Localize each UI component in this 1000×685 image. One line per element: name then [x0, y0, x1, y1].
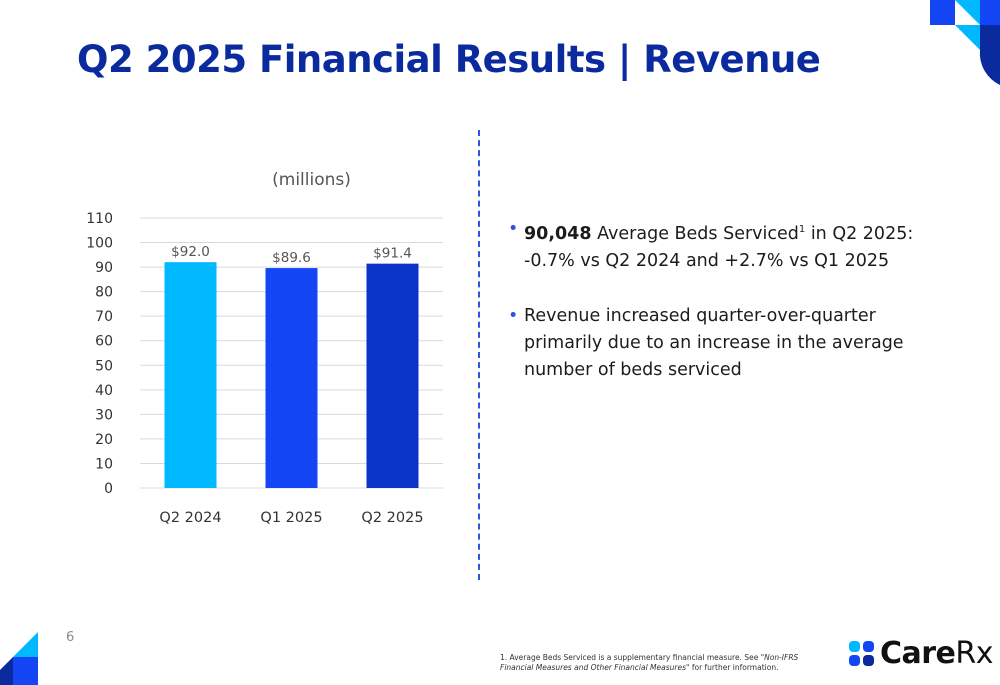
footnote-italic: "Non-IFRS Financial Measures and Other F… [500, 653, 799, 672]
bar-q2-2024 [164, 262, 217, 488]
key-points-list: • 90,048 Average Beds Serviced1 in Q2 20… [508, 216, 948, 412]
y-tick-label: 10 [95, 456, 113, 472]
bullet-revenue-increase: • Revenue increased quarter-over-quarter… [508, 303, 948, 384]
y-tick-label: 30 [95, 407, 113, 423]
y-tick-label: 70 [95, 309, 113, 325]
corner-decoration-bottom-left [0, 632, 38, 685]
y-tick-label: 100 [86, 236, 113, 252]
x-tick-label: Q1 2025 [260, 510, 322, 526]
section-divider [478, 130, 480, 580]
chart-title: (millions) [272, 170, 351, 190]
y-tick-label: 50 [95, 358, 113, 374]
beds-serviced-label: Average Beds Serviced [591, 223, 799, 244]
logo-rx: Rx [955, 636, 994, 671]
logo-icon [849, 640, 874, 666]
y-tick-label: 20 [95, 432, 113, 448]
y-tick-label: 80 [95, 285, 113, 301]
data-label: $91.4 [373, 246, 412, 262]
logo-care: Care [880, 636, 956, 671]
x-tick-label: Q2 2024 [159, 510, 221, 526]
footnote-text: 1. Average Beds Serviced is a supplement… [500, 653, 761, 662]
y-tick-label: 0 [104, 481, 113, 497]
revenue-increase-text: Revenue increased quarter-over-quarter p… [524, 305, 904, 380]
carerx-logo: CareRx [848, 636, 994, 671]
y-tick-label: 110 [86, 211, 113, 227]
page-number: 6 [66, 630, 75, 645]
beds-serviced-value: 90,048 [524, 223, 592, 244]
page-title: Q2 2025 Financial Results | Revenue [77, 38, 821, 81]
revenue-chart: (millions) 0 10 20 30 40 50 60 70 80 90 100 110 $92.0… [80, 160, 460, 540]
bar-q2-2025 [366, 263, 419, 488]
x-tick-label: Q2 2025 [361, 510, 423, 526]
beds-serviced-detail: in Q2 2025: -0.7% vs Q2 2024 and +2.7% v… [524, 223, 914, 271]
corner-decoration-top-right [930, 0, 1000, 85]
y-tick-label: 90 [95, 260, 113, 276]
y-tick-label: 60 [95, 334, 113, 350]
bullet-marker: • [508, 219, 519, 239]
logo-wordmark: CareRx [880, 636, 994, 671]
footnote-ref: 1 [798, 224, 806, 235]
bullet-marker: • [508, 305, 519, 326]
footnote: 1. Average Beds Serviced is a supplement… [500, 653, 830, 673]
footnote-trail: for further information. [689, 663, 779, 672]
data-label: $89.6 [272, 250, 311, 266]
data-label: $92.0 [171, 244, 210, 260]
bullet-beds-serviced: • 90,048 Average Beds Serviced1 in Q2 20… [508, 216, 948, 275]
revenue-bar-chart: (millions) 0 10 20 30 40 50 60 70 80 90 100 110 $92.0… [86, 170, 443, 526]
y-tick-label: 40 [95, 383, 113, 399]
bar-q1-2025 [265, 268, 318, 488]
